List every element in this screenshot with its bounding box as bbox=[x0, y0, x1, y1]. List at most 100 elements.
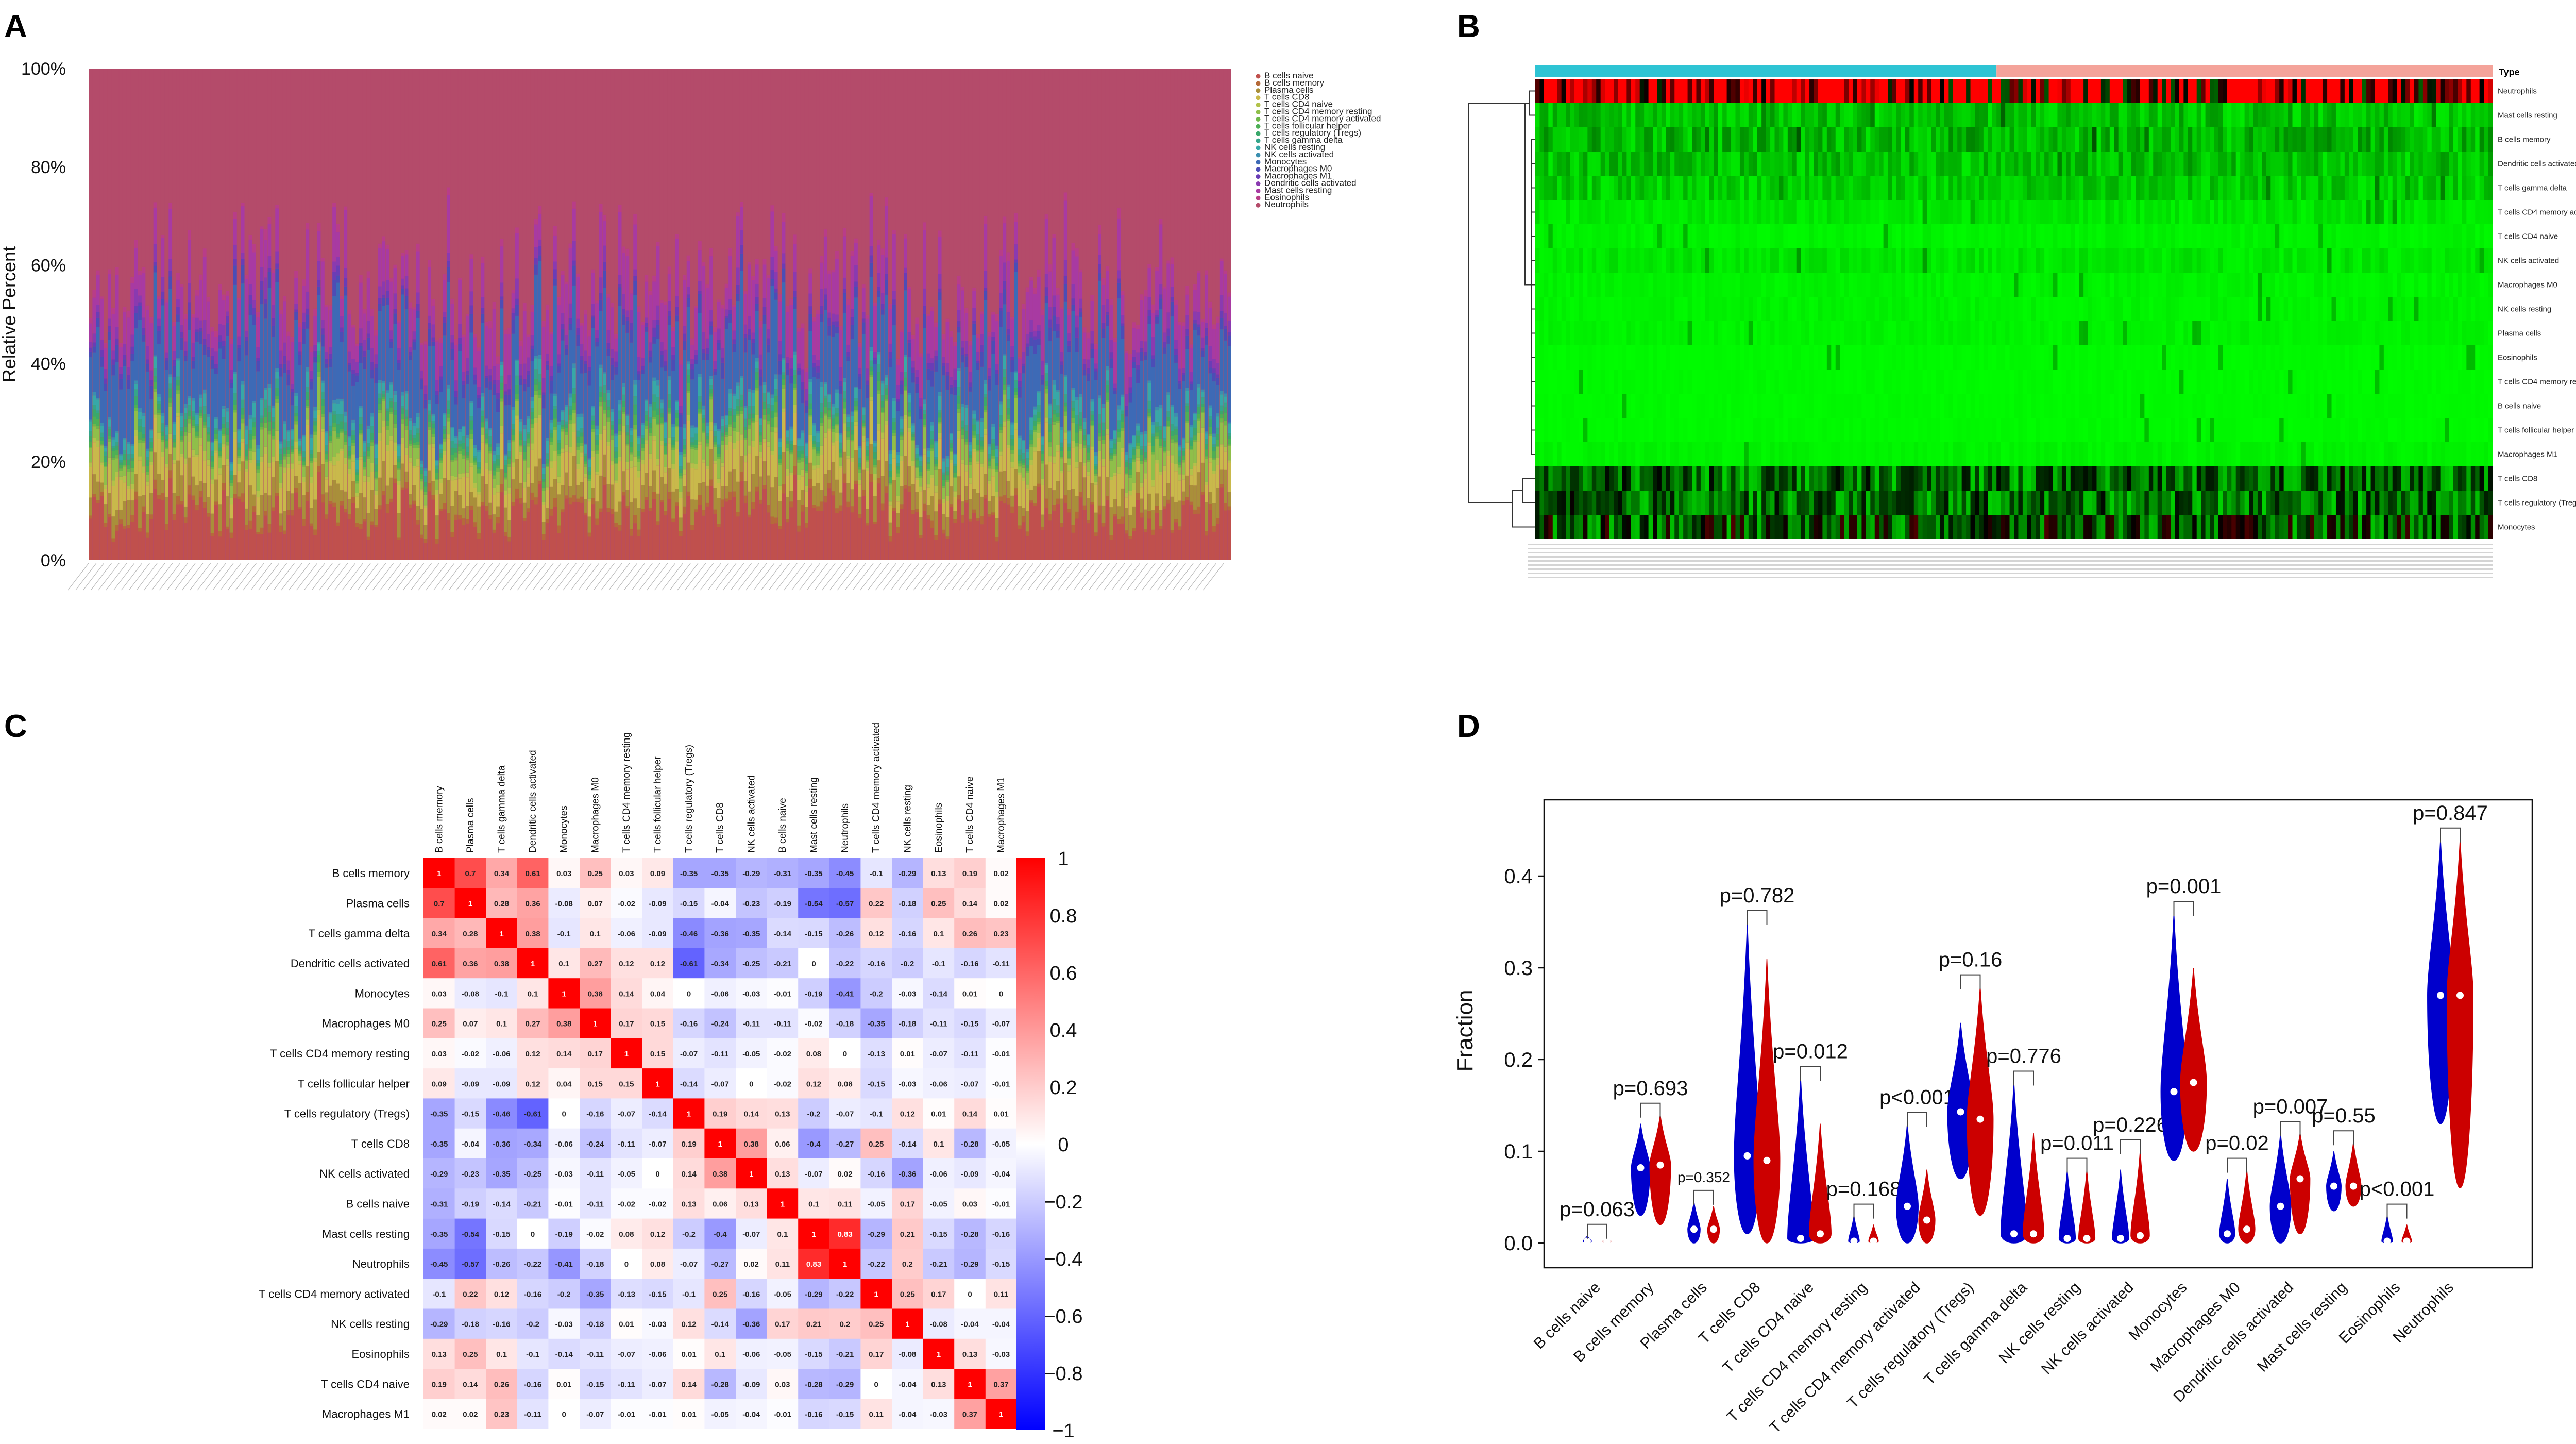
stacked-bar-segment bbox=[541, 326, 546, 378]
stacked-bar-segment bbox=[629, 535, 633, 560]
stacked-bar-segment bbox=[1067, 430, 1071, 432]
stacked-bar-segment bbox=[846, 305, 851, 345]
stacked-bar-segment bbox=[222, 417, 226, 424]
stacked-bar-segment bbox=[176, 416, 180, 461]
stacked-bar-segment bbox=[789, 472, 793, 475]
stacked-bar-segment bbox=[880, 309, 885, 315]
stacked-bar-segment bbox=[866, 315, 870, 319]
stacked-bar-segment bbox=[904, 238, 907, 268]
stacked-bar-segment bbox=[915, 447, 919, 454]
stacked-bar-segment bbox=[306, 366, 310, 372]
stacked-bar-segment bbox=[557, 456, 561, 477]
stacked-bar-segment bbox=[332, 430, 336, 457]
stacked-bar-segment bbox=[736, 416, 740, 432]
stacked-bar-segment bbox=[503, 329, 507, 334]
stacked-bar-segment bbox=[126, 389, 130, 442]
stacked-bar-segment bbox=[443, 429, 447, 434]
stacked-bar-segment bbox=[195, 424, 199, 426]
stacked-bar-segment bbox=[188, 230, 192, 240]
stacked-bar-segment bbox=[522, 441, 527, 446]
stacked-bar-segment bbox=[431, 421, 435, 424]
stacked-bar-segment bbox=[237, 345, 241, 348]
stacked-bar-segment bbox=[317, 472, 321, 560]
stacked-bar-segment bbox=[473, 488, 477, 498]
stacked-bar-segment bbox=[393, 394, 397, 402]
stacked-bar-segment bbox=[854, 388, 858, 398]
stacked-bar-segment bbox=[823, 407, 827, 414]
stacked-bar-segment bbox=[183, 361, 188, 404]
stacked-bar-segment bbox=[241, 384, 245, 400]
stacked-bar-segment bbox=[732, 305, 736, 307]
stacked-bar-segment bbox=[675, 402, 679, 410]
stacked-bar-segment bbox=[351, 440, 355, 443]
stacked-bar-segment bbox=[420, 509, 424, 535]
stacked-bar-segment bbox=[389, 440, 393, 478]
stacked-bar-segment bbox=[241, 259, 245, 265]
stacked-bar-segment bbox=[161, 413, 165, 416]
stacked-bar-segment bbox=[188, 410, 192, 416]
stacked-bar-segment bbox=[1044, 69, 1048, 215]
stacked-bar-segment bbox=[237, 499, 241, 560]
stacked-bar-segment bbox=[1067, 447, 1071, 451]
stacked-bar-segment bbox=[782, 268, 786, 283]
stacked-bar-segment bbox=[831, 270, 835, 273]
stacked-bar-segment bbox=[423, 486, 428, 492]
stacked-bar-segment bbox=[743, 440, 748, 456]
stacked-bar-segment bbox=[698, 294, 702, 313]
stacked-bar-segment bbox=[188, 423, 192, 433]
stacked-bar-segment bbox=[839, 442, 843, 449]
stacked-bar-segment bbox=[496, 69, 500, 357]
stacked-bar-segment bbox=[313, 458, 317, 462]
stacked-bar-segment bbox=[420, 538, 424, 560]
stacked-bar-segment bbox=[320, 346, 325, 381]
stacked-bar-segment bbox=[606, 417, 611, 422]
stacked-bar-segment bbox=[576, 436, 580, 443]
stacked-bar-segment bbox=[866, 460, 870, 462]
stacked-bar-segment bbox=[245, 330, 248, 337]
stacked-bar-segment bbox=[500, 401, 504, 426]
stacked-bar-segment bbox=[481, 416, 485, 423]
stacked-bar-segment bbox=[904, 485, 907, 489]
stacked-bar-segment bbox=[397, 444, 401, 446]
stacked-bar-segment bbox=[496, 398, 500, 412]
stacked-bar-segment bbox=[808, 314, 812, 331]
stacked-bar-segment bbox=[370, 463, 374, 472]
stacked-bar-segment bbox=[1022, 522, 1026, 560]
stacked-bar-segment bbox=[385, 244, 389, 249]
stacked-bar-segment bbox=[812, 321, 816, 355]
stacked-bar-segment bbox=[938, 395, 942, 410]
stacked-bar-segment bbox=[808, 462, 812, 479]
stacked-bar-segment bbox=[618, 419, 622, 425]
stacked-bar-segment bbox=[584, 466, 587, 474]
stacked-bar-segment bbox=[660, 303, 664, 342]
stacked-bar-segment bbox=[142, 506, 146, 512]
stacked-bar-segment bbox=[210, 441, 214, 443]
stacked-bar-segment bbox=[1003, 304, 1007, 355]
stacked-bar-segment bbox=[214, 351, 218, 364]
stacked-bar-segment bbox=[717, 429, 721, 431]
stacked-bar-segment bbox=[1048, 341, 1052, 404]
stacked-bar-segment bbox=[207, 516, 210, 560]
stacked-bar-segment bbox=[207, 441, 210, 442]
stacked-bar-segment bbox=[767, 393, 770, 405]
stacked-bar-segment bbox=[789, 501, 793, 508]
stacked-bar-segment bbox=[782, 221, 786, 254]
stacked-bar-segment bbox=[176, 380, 180, 386]
stacked-bar-segment bbox=[1060, 365, 1064, 374]
stacked-bar-segment bbox=[873, 352, 877, 358]
stacked-bar-segment bbox=[454, 345, 458, 381]
stacked-bar-segment bbox=[401, 294, 405, 392]
stacked-bar-segment bbox=[858, 467, 862, 470]
stacked-bar-segment bbox=[500, 246, 504, 283]
stacked-bar-segment bbox=[1071, 422, 1075, 441]
stacked-bar-segment bbox=[1052, 456, 1056, 464]
stacked-bar-segment bbox=[599, 440, 603, 476]
stacked-bar-segment bbox=[138, 439, 142, 444]
stacked-bar-segment bbox=[153, 382, 157, 389]
stacked-bar-segment bbox=[496, 506, 500, 517]
stacked-bar-segment bbox=[389, 407, 393, 412]
stacked-bar-segment bbox=[827, 408, 832, 411]
stacked-bar-segment bbox=[926, 363, 930, 369]
stacked-bar-segment bbox=[214, 364, 218, 368]
stacked-bar-segment bbox=[378, 243, 382, 248]
